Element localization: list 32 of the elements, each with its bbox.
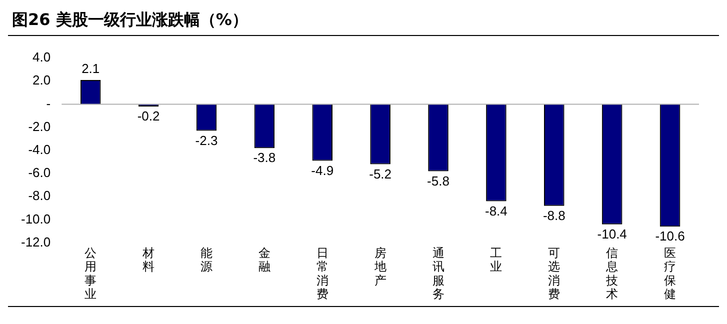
y-tick-label: 2.0: [32, 72, 51, 88]
data-label: -8.4: [485, 203, 508, 218]
y-tick-label: -: [46, 96, 51, 111]
y-tick-label: 4.0: [32, 50, 51, 65]
x-tick-label: 材料: [142, 246, 155, 274]
data-label: -5.2: [369, 166, 392, 182]
data-label: -4.9: [311, 162, 334, 178]
data-label: -3.8: [253, 150, 276, 166]
x-tick-label: 房地产: [373, 246, 386, 288]
data-label: -5.8: [427, 173, 450, 188]
x-tick-label: 医疗保健: [664, 246, 676, 302]
y-tick-label: -10.0: [20, 211, 51, 226]
y-tick-label: -6.0: [28, 165, 51, 180]
x-tick-label: 金融: [258, 246, 270, 274]
data-label: -2.3: [195, 132, 218, 148]
x-tick-label: 可选消费: [548, 246, 560, 302]
x-tick-label: 通讯服务: [432, 246, 444, 302]
y-tick-label: -12.0: [20, 234, 51, 250]
y-tick-label: -8.0: [28, 188, 51, 204]
x-tick-label: 日常消费: [316, 246, 328, 302]
x-tick-label: 能源: [200, 246, 212, 274]
data-label: -0.2: [137, 108, 160, 124]
data-label: -10.6: [655, 228, 685, 244]
data-label: -8.8: [542, 208, 566, 223]
data-label: 2.1: [82, 61, 100, 76]
y-tick-label: -2.0: [28, 118, 51, 134]
x-tick-label: 公用事业: [84, 246, 97, 302]
data-label: -10.4: [597, 226, 627, 242]
x-tick-label: 工业: [490, 246, 502, 274]
y-tick-label: -4.0: [28, 142, 51, 157]
chart-title: 图26 美股一级行业涨跌幅（%）: [8, 8, 719, 36]
x-tick-label: 信息技术: [605, 246, 618, 302]
